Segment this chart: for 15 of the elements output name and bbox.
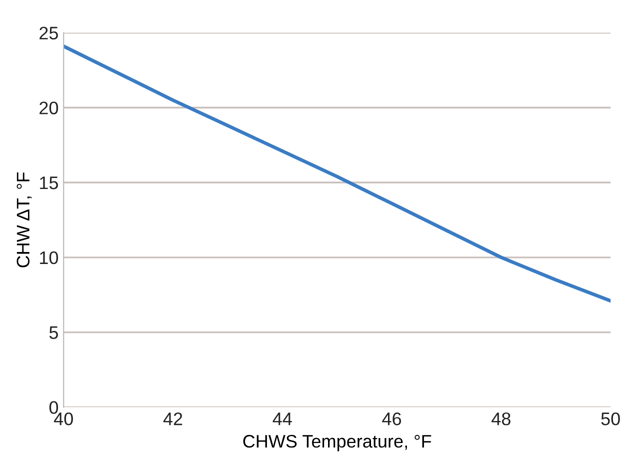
- x-tick-label: 46: [382, 412, 402, 426]
- y-axis-title: CHW ΔT, °F: [16, 172, 32, 268]
- y-tick-label: 5: [49, 326, 58, 339]
- x-tick-label: 40: [54, 412, 73, 426]
- y-tick-label: 20: [40, 102, 58, 114]
- x-axis-title: CHWS Temperature, °F: [243, 434, 432, 452]
- x-tick-label: 48: [492, 412, 510, 426]
- x-tick-label: 44: [272, 412, 292, 426]
- x-tick-label: 50: [601, 412, 620, 426]
- y-tick-label: 25: [40, 26, 58, 40]
- x-tick-label: 42: [163, 412, 182, 426]
- line-series: [64, 44, 611, 303]
- y-tick-label: 0: [49, 401, 58, 414]
- y-tick-label: 10: [40, 251, 58, 264]
- y-tick-label: 15: [40, 176, 58, 190]
